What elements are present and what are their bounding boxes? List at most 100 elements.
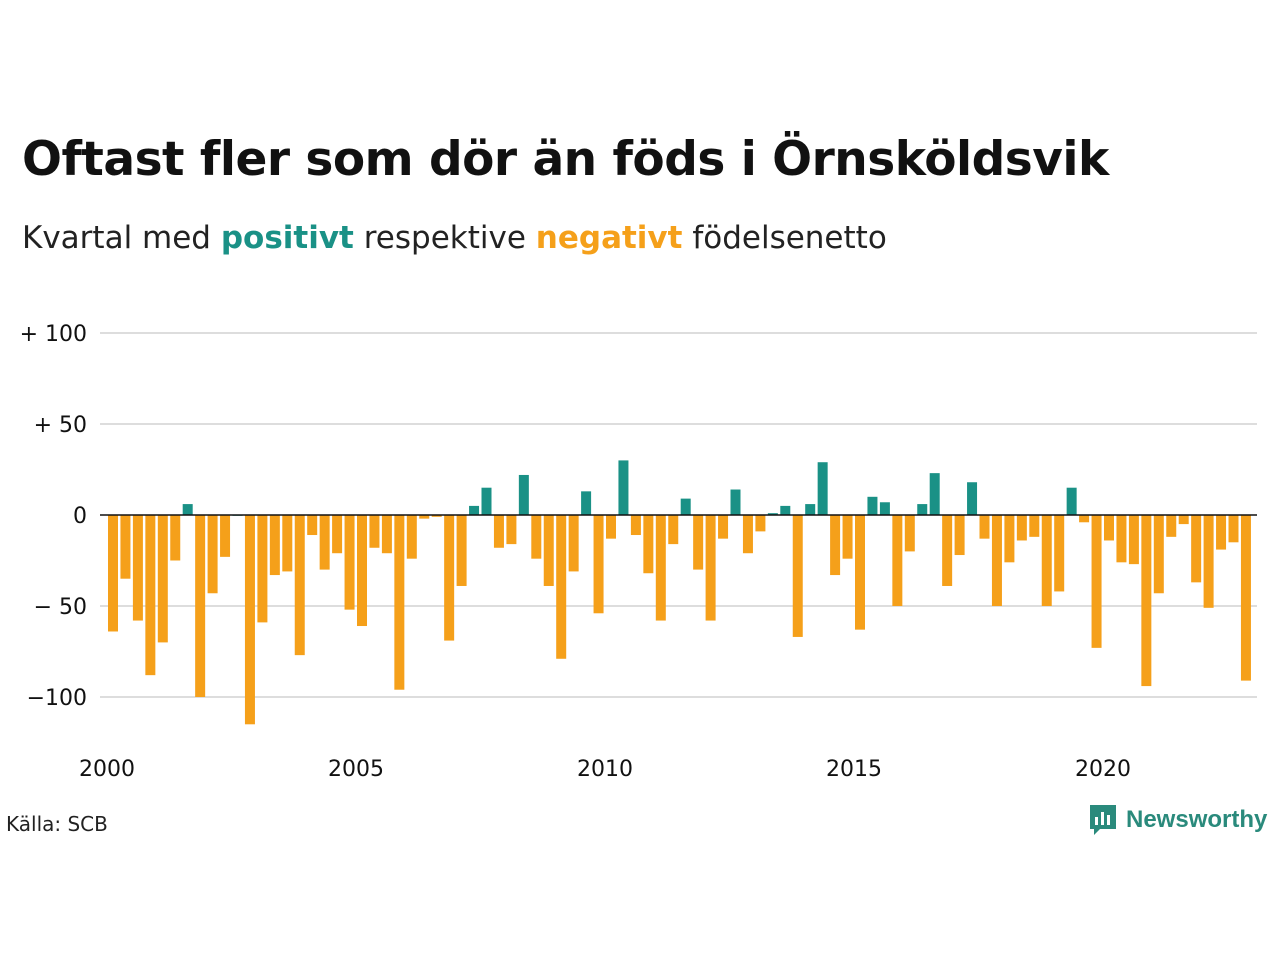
bar (1004, 515, 1015, 563)
bar (1116, 515, 1127, 563)
bar (668, 515, 679, 545)
bar (618, 460, 629, 515)
bar-chart: + 100 + 50 0 − 50 −100 2000 2005 2010 2015 2020 (20, 322, 1257, 782)
bar (332, 515, 343, 554)
subtitle-middle: respektive (353, 220, 536, 256)
bar (755, 515, 766, 532)
bar (182, 504, 193, 515)
chart-title: Oftast fler som dör än föds i Örnsköldsv… (22, 132, 1109, 187)
source-note: Källa: SCB (6, 812, 108, 836)
bar (108, 515, 118, 632)
bar (1016, 515, 1027, 541)
bar (967, 482, 978, 515)
bar (830, 515, 841, 576)
bar (518, 474, 529, 515)
bar (1128, 515, 1139, 565)
y-tick-label: + 50 (34, 413, 87, 438)
x-tick-label: 2015 (826, 757, 882, 782)
bar (991, 515, 1002, 606)
bar (655, 515, 666, 621)
subtitle-positive: positivt (220, 220, 354, 256)
bar (718, 515, 729, 539)
subtitle-prefix: Kvartal med (22, 220, 221, 256)
bar (917, 504, 928, 515)
bar (593, 515, 604, 614)
bar (581, 491, 592, 515)
bar (282, 515, 293, 572)
bar (630, 515, 641, 536)
bar (643, 515, 654, 574)
bar (556, 515, 567, 659)
bar (705, 515, 716, 621)
bar (319, 515, 330, 570)
bar (307, 515, 318, 536)
bar (1203, 515, 1214, 608)
bar (792, 515, 803, 637)
bar (767, 513, 778, 515)
bar (867, 496, 878, 515)
bar (805, 504, 816, 515)
bar (1240, 515, 1251, 681)
bar (568, 515, 579, 572)
newsworthy-logo: Newsworthy (1088, 803, 1267, 837)
bar (431, 515, 442, 517)
bar (1041, 515, 1052, 606)
bar (531, 515, 542, 559)
bar (1166, 515, 1177, 537)
bar (493, 515, 504, 548)
bar (1191, 515, 1202, 583)
bar (1104, 515, 1114, 541)
bar (157, 515, 168, 643)
bar (904, 515, 915, 552)
bar (817, 462, 828, 515)
subtitle-suffix: födelsenetto (682, 220, 887, 256)
bar (1153, 515, 1164, 594)
bar (1178, 515, 1189, 525)
bar (954, 515, 965, 556)
bar (1091, 515, 1102, 648)
bar (979, 515, 990, 539)
bar (506, 515, 517, 545)
bar (120, 515, 131, 579)
bar (444, 515, 455, 641)
bar (1079, 515, 1090, 523)
bar (1141, 515, 1152, 687)
bar (730, 489, 741, 515)
logo-text: Newsworthy (1126, 806, 1268, 833)
bar (419, 515, 430, 519)
subtitle-negative: negativt (535, 220, 683, 256)
bar (145, 515, 156, 676)
bar (1228, 515, 1239, 543)
x-tick-label: 2010 (577, 757, 633, 782)
y-tick-label: + 100 (20, 322, 87, 347)
bar (357, 515, 367, 627)
bar (257, 515, 268, 623)
x-tick-label: 2005 (328, 757, 384, 782)
bar (220, 515, 231, 557)
bar (606, 515, 616, 539)
bar (207, 515, 218, 594)
bar (780, 505, 791, 515)
bar (1029, 515, 1040, 537)
y-tick-label: 0 (73, 504, 87, 529)
bar (269, 515, 280, 576)
y-tick-label: − 50 (34, 595, 87, 620)
bar (1066, 487, 1077, 515)
bar (381, 515, 392, 554)
bar (481, 487, 492, 515)
x-tick-label: 2020 (1075, 757, 1131, 782)
bar (892, 515, 903, 606)
bar (855, 515, 865, 630)
bar (1054, 515, 1065, 592)
bar (469, 505, 480, 515)
bar (132, 515, 143, 621)
bar (406, 515, 417, 559)
bar (879, 502, 890, 515)
newsworthy-logo-icon (1090, 805, 1116, 835)
bar (456, 515, 467, 586)
bar (929, 473, 940, 515)
bar (344, 515, 355, 610)
bar (294, 515, 305, 656)
bar (942, 515, 953, 586)
bar (1216, 515, 1227, 550)
